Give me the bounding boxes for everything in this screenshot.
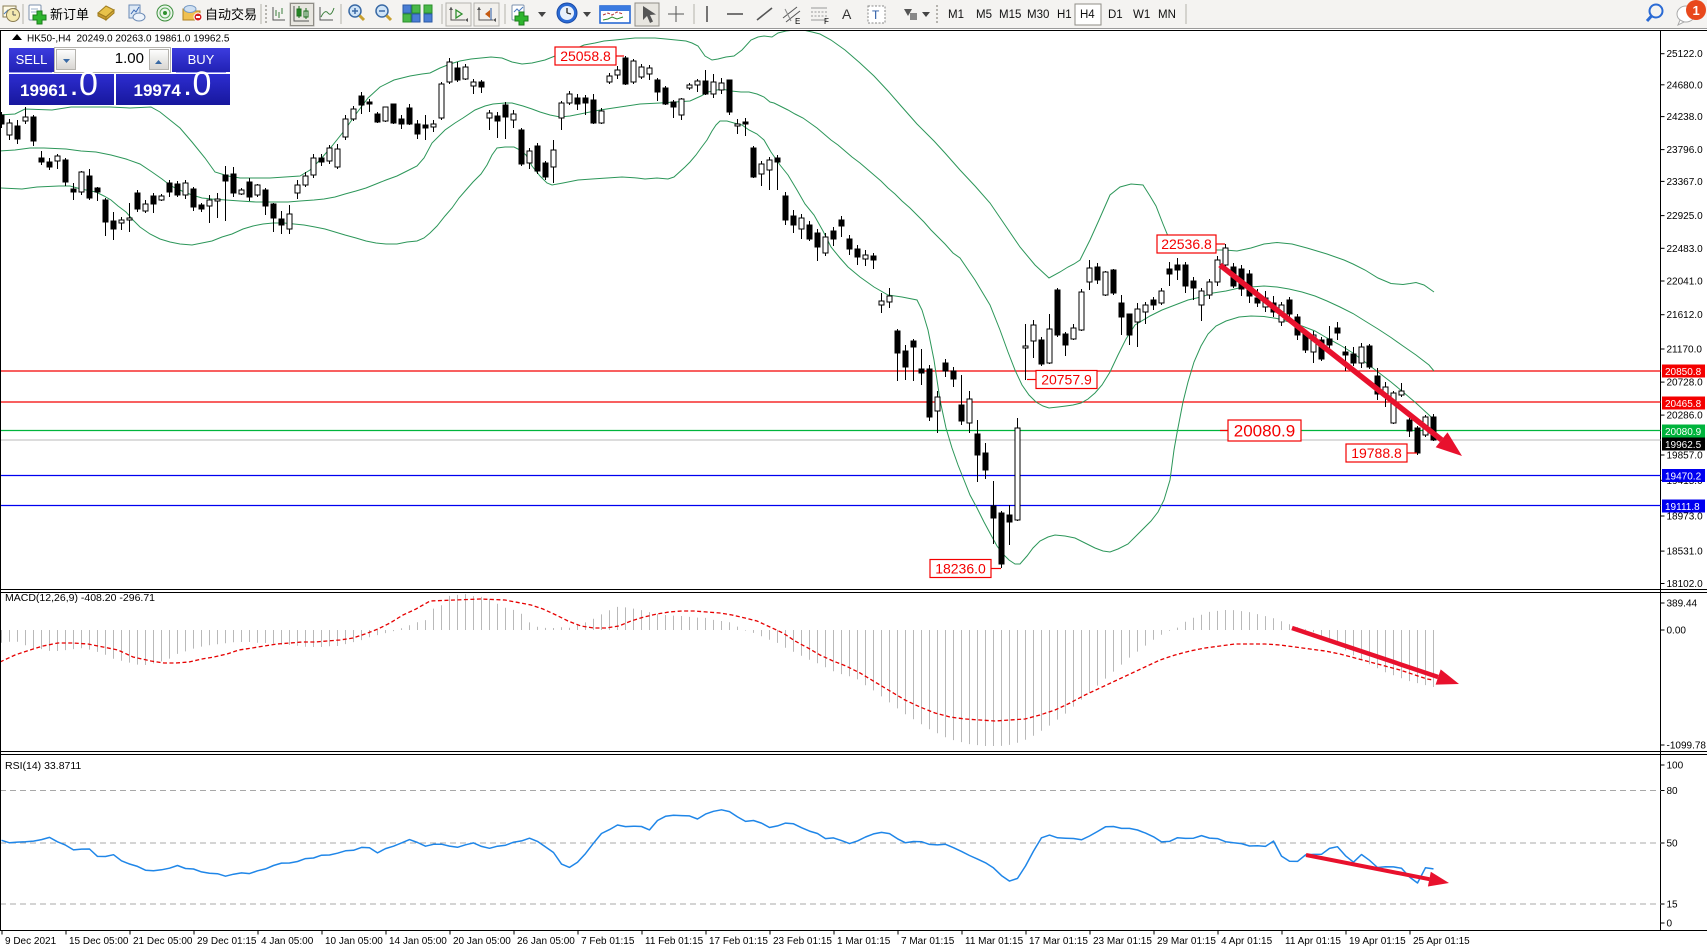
svg-text:20 Jan 05:00: 20 Jan 05:00	[453, 936, 511, 947]
svg-text:HK50-,H4 20249.0 20263.0 1986: HK50-,H4 20249.0 20263.0 19861.0 19962.5	[27, 34, 230, 45]
svg-text:D1: D1	[1108, 9, 1123, 21]
svg-text:1 Mar 01:15: 1 Mar 01:15	[837, 936, 891, 947]
svg-text:22483.0: 22483.0	[1667, 244, 1704, 255]
svg-text:24238.0: 24238.0	[1667, 112, 1704, 123]
svg-text:自动交易: 自动交易	[205, 7, 257, 22]
svg-text:22925.0: 22925.0	[1667, 211, 1704, 222]
svg-text:M30: M30	[1027, 9, 1049, 21]
svg-text:50: 50	[1667, 839, 1679, 850]
svg-text:4 Jan 05:00: 4 Jan 05:00	[261, 936, 314, 947]
svg-text:M1: M1	[948, 9, 964, 21]
svg-text:100: 100	[1667, 761, 1684, 772]
svg-text:18236.0: 18236.0	[935, 561, 986, 577]
svg-text:H1: H1	[1057, 9, 1072, 21]
svg-text:24680.0: 24680.0	[1667, 80, 1704, 91]
svg-text:M15: M15	[999, 9, 1021, 21]
svg-text:29 Mar 01:15: 29 Mar 01:15	[1157, 936, 1216, 947]
svg-text:23 Mar 01:15: 23 Mar 01:15	[1093, 936, 1152, 947]
svg-text:0: 0	[1667, 919, 1673, 930]
svg-text:-1099.78: -1099.78	[1667, 741, 1707, 752]
svg-text:17 Feb 01:15: 17 Feb 01:15	[709, 936, 768, 947]
svg-text:20286.0: 20286.0	[1667, 411, 1704, 422]
svg-text:10 Jan 05:00: 10 Jan 05:00	[325, 936, 383, 947]
svg-text:A: A	[842, 6, 852, 22]
svg-text:19788.8: 19788.8	[1351, 445, 1402, 461]
svg-text:20728.0: 20728.0	[1667, 378, 1704, 389]
svg-text:18973.0: 18973.0	[1667, 512, 1704, 523]
svg-text:25058.8: 25058.8	[560, 48, 611, 64]
svg-text:F: F	[824, 17, 829, 26]
svg-text:19470.2: 19470.2	[1665, 471, 1702, 482]
svg-text:W1: W1	[1133, 9, 1150, 21]
svg-text:19 Apr 01:15: 19 Apr 01:15	[1349, 936, 1406, 947]
svg-text:7 Feb 01:15: 7 Feb 01:15	[581, 936, 635, 947]
svg-text:26 Jan 05:00: 26 Jan 05:00	[517, 936, 575, 947]
svg-text:15 Dec 05:00: 15 Dec 05:00	[69, 936, 129, 947]
svg-text:389.44: 389.44	[1667, 599, 1698, 610]
svg-text:20080.9: 20080.9	[1234, 422, 1295, 441]
svg-text:23 Feb 01:15: 23 Feb 01:15	[773, 936, 832, 947]
svg-text:0.00: 0.00	[1667, 626, 1687, 637]
svg-text:MACD(12,26,9) -408.20 -296.71: MACD(12,26,9) -408.20 -296.71	[5, 592, 155, 604]
svg-text:11 Feb 01:15: 11 Feb 01:15	[645, 936, 704, 947]
svg-text:22041.0: 22041.0	[1667, 277, 1704, 288]
svg-text:20465.8: 20465.8	[1665, 399, 1702, 410]
svg-text:19111.8: 19111.8	[1665, 502, 1700, 513]
svg-text:18102.0: 18102.0	[1667, 579, 1704, 590]
svg-text:T: T	[872, 8, 880, 22]
svg-text:25122.0: 25122.0	[1667, 49, 1704, 60]
svg-text:19962.5: 19962.5	[1665, 440, 1702, 451]
svg-text:19857.0: 19857.0	[1667, 451, 1704, 462]
svg-text:20080.9: 20080.9	[1665, 427, 1702, 438]
svg-text:11 Apr 01:15: 11 Apr 01:15	[1285, 936, 1341, 947]
svg-text:4 Apr 01:15: 4 Apr 01:15	[1221, 936, 1273, 947]
svg-text:80: 80	[1667, 786, 1679, 797]
svg-text:23796.0: 23796.0	[1667, 145, 1704, 156]
svg-text:11 Mar 01:15: 11 Mar 01:15	[965, 936, 1024, 947]
svg-text:23367.0: 23367.0	[1667, 177, 1704, 188]
svg-text:17 Mar 01:15: 17 Mar 01:15	[1029, 936, 1088, 947]
svg-text:RSI(14) 33.8711: RSI(14) 33.8711	[5, 760, 81, 772]
svg-text:21 Dec 05:00: 21 Dec 05:00	[133, 936, 193, 947]
svg-text:1: 1	[1693, 3, 1700, 18]
svg-text:20757.9: 20757.9	[1041, 372, 1092, 388]
svg-text:H4: H4	[1080, 9, 1095, 21]
svg-text:E: E	[795, 17, 800, 26]
svg-text:21170.0: 21170.0	[1667, 345, 1703, 356]
svg-text:15: 15	[1667, 900, 1679, 911]
svg-text:7 Mar 01:15: 7 Mar 01:15	[901, 936, 955, 947]
svg-text:MN: MN	[1158, 9, 1176, 21]
svg-text:29 Dec 01:15: 29 Dec 01:15	[197, 936, 257, 947]
svg-text:新订单: 新订单	[50, 7, 89, 22]
svg-text:9 Dec 2021: 9 Dec 2021	[5, 936, 57, 947]
svg-text:M5: M5	[976, 9, 992, 21]
svg-text:22536.8: 22536.8	[1161, 236, 1212, 252]
svg-text:14 Jan 05:00: 14 Jan 05:00	[389, 936, 447, 947]
svg-text:20850.8: 20850.8	[1665, 367, 1702, 378]
svg-text:18531.0: 18531.0	[1667, 547, 1704, 558]
svg-text:25 Apr 01:15: 25 Apr 01:15	[1413, 936, 1470, 947]
svg-text:21612.0: 21612.0	[1667, 310, 1704, 321]
